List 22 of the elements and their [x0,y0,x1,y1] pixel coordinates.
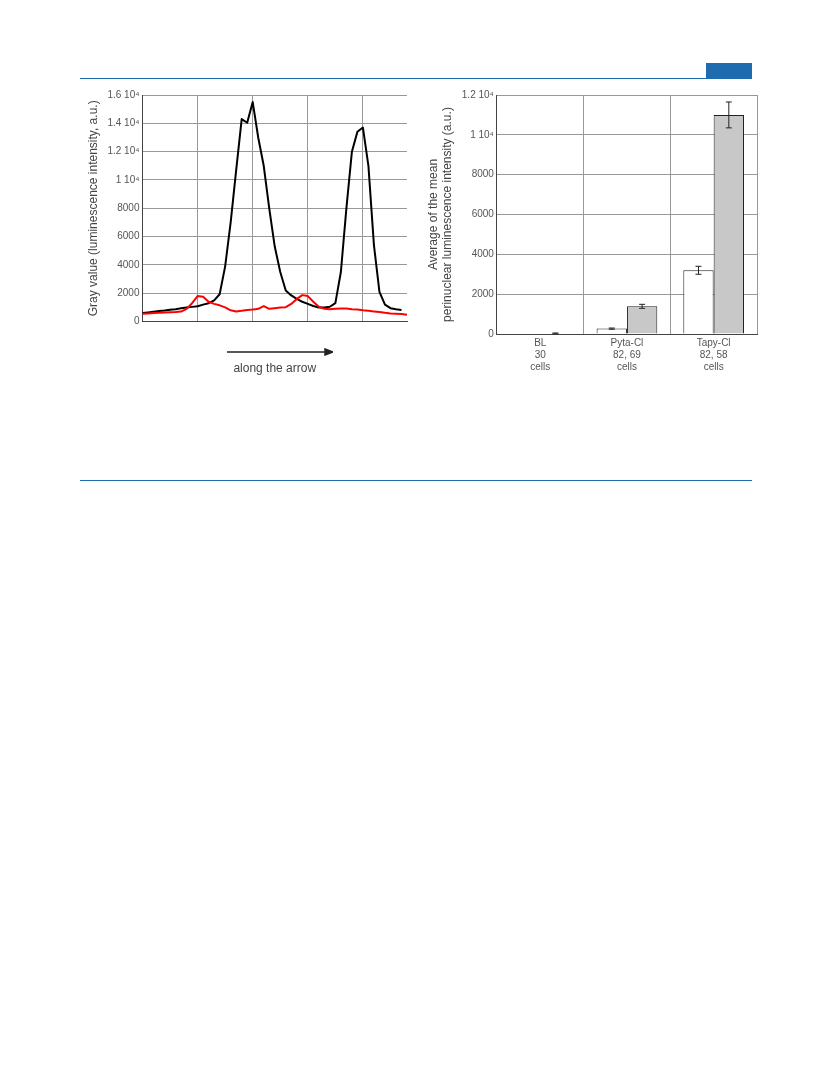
y-tick-label: 6000 [117,230,140,242]
y-tick-label: 8000 [117,202,140,214]
y-tick-label: 0 [488,327,495,339]
y-tick-label: 1.4 10⁴ [107,117,140,129]
y-tick-label: 1.2 10⁴ [461,88,494,100]
y-tick-label: 4000 [471,248,495,260]
y-axis-title: Average of the mean perinuclear luminescence intensity (a.u.) [425,107,454,322]
x-tick-label: BL 30 cells [530,336,551,372]
y-tick-label: 4000 [117,258,140,270]
y-tick-label: 0 [133,315,140,327]
y-tick-label: 1.6 10⁴ [107,88,140,100]
y-tick-label: 2000 [471,287,495,299]
y-tick-label: 8000 [471,168,495,180]
x-tick-label: Pyta-Cl 82, 69 cells [610,336,644,372]
x-tick-label: Tapy-Cl 82, 58 cells [696,336,731,372]
y-axis-title: Gray value (luminescence intensity, a.u.) [85,100,100,317]
y-tick-label: 2000 [117,287,140,299]
y-tick-label: 1 10⁴ [115,173,140,185]
y-tick-label: 1.2 10⁴ [107,145,140,157]
x-axis-title: along the arrow [233,361,317,376]
y-tick-label: 1 10⁴ [470,128,494,140]
y-tick-label: 6000 [471,208,495,220]
